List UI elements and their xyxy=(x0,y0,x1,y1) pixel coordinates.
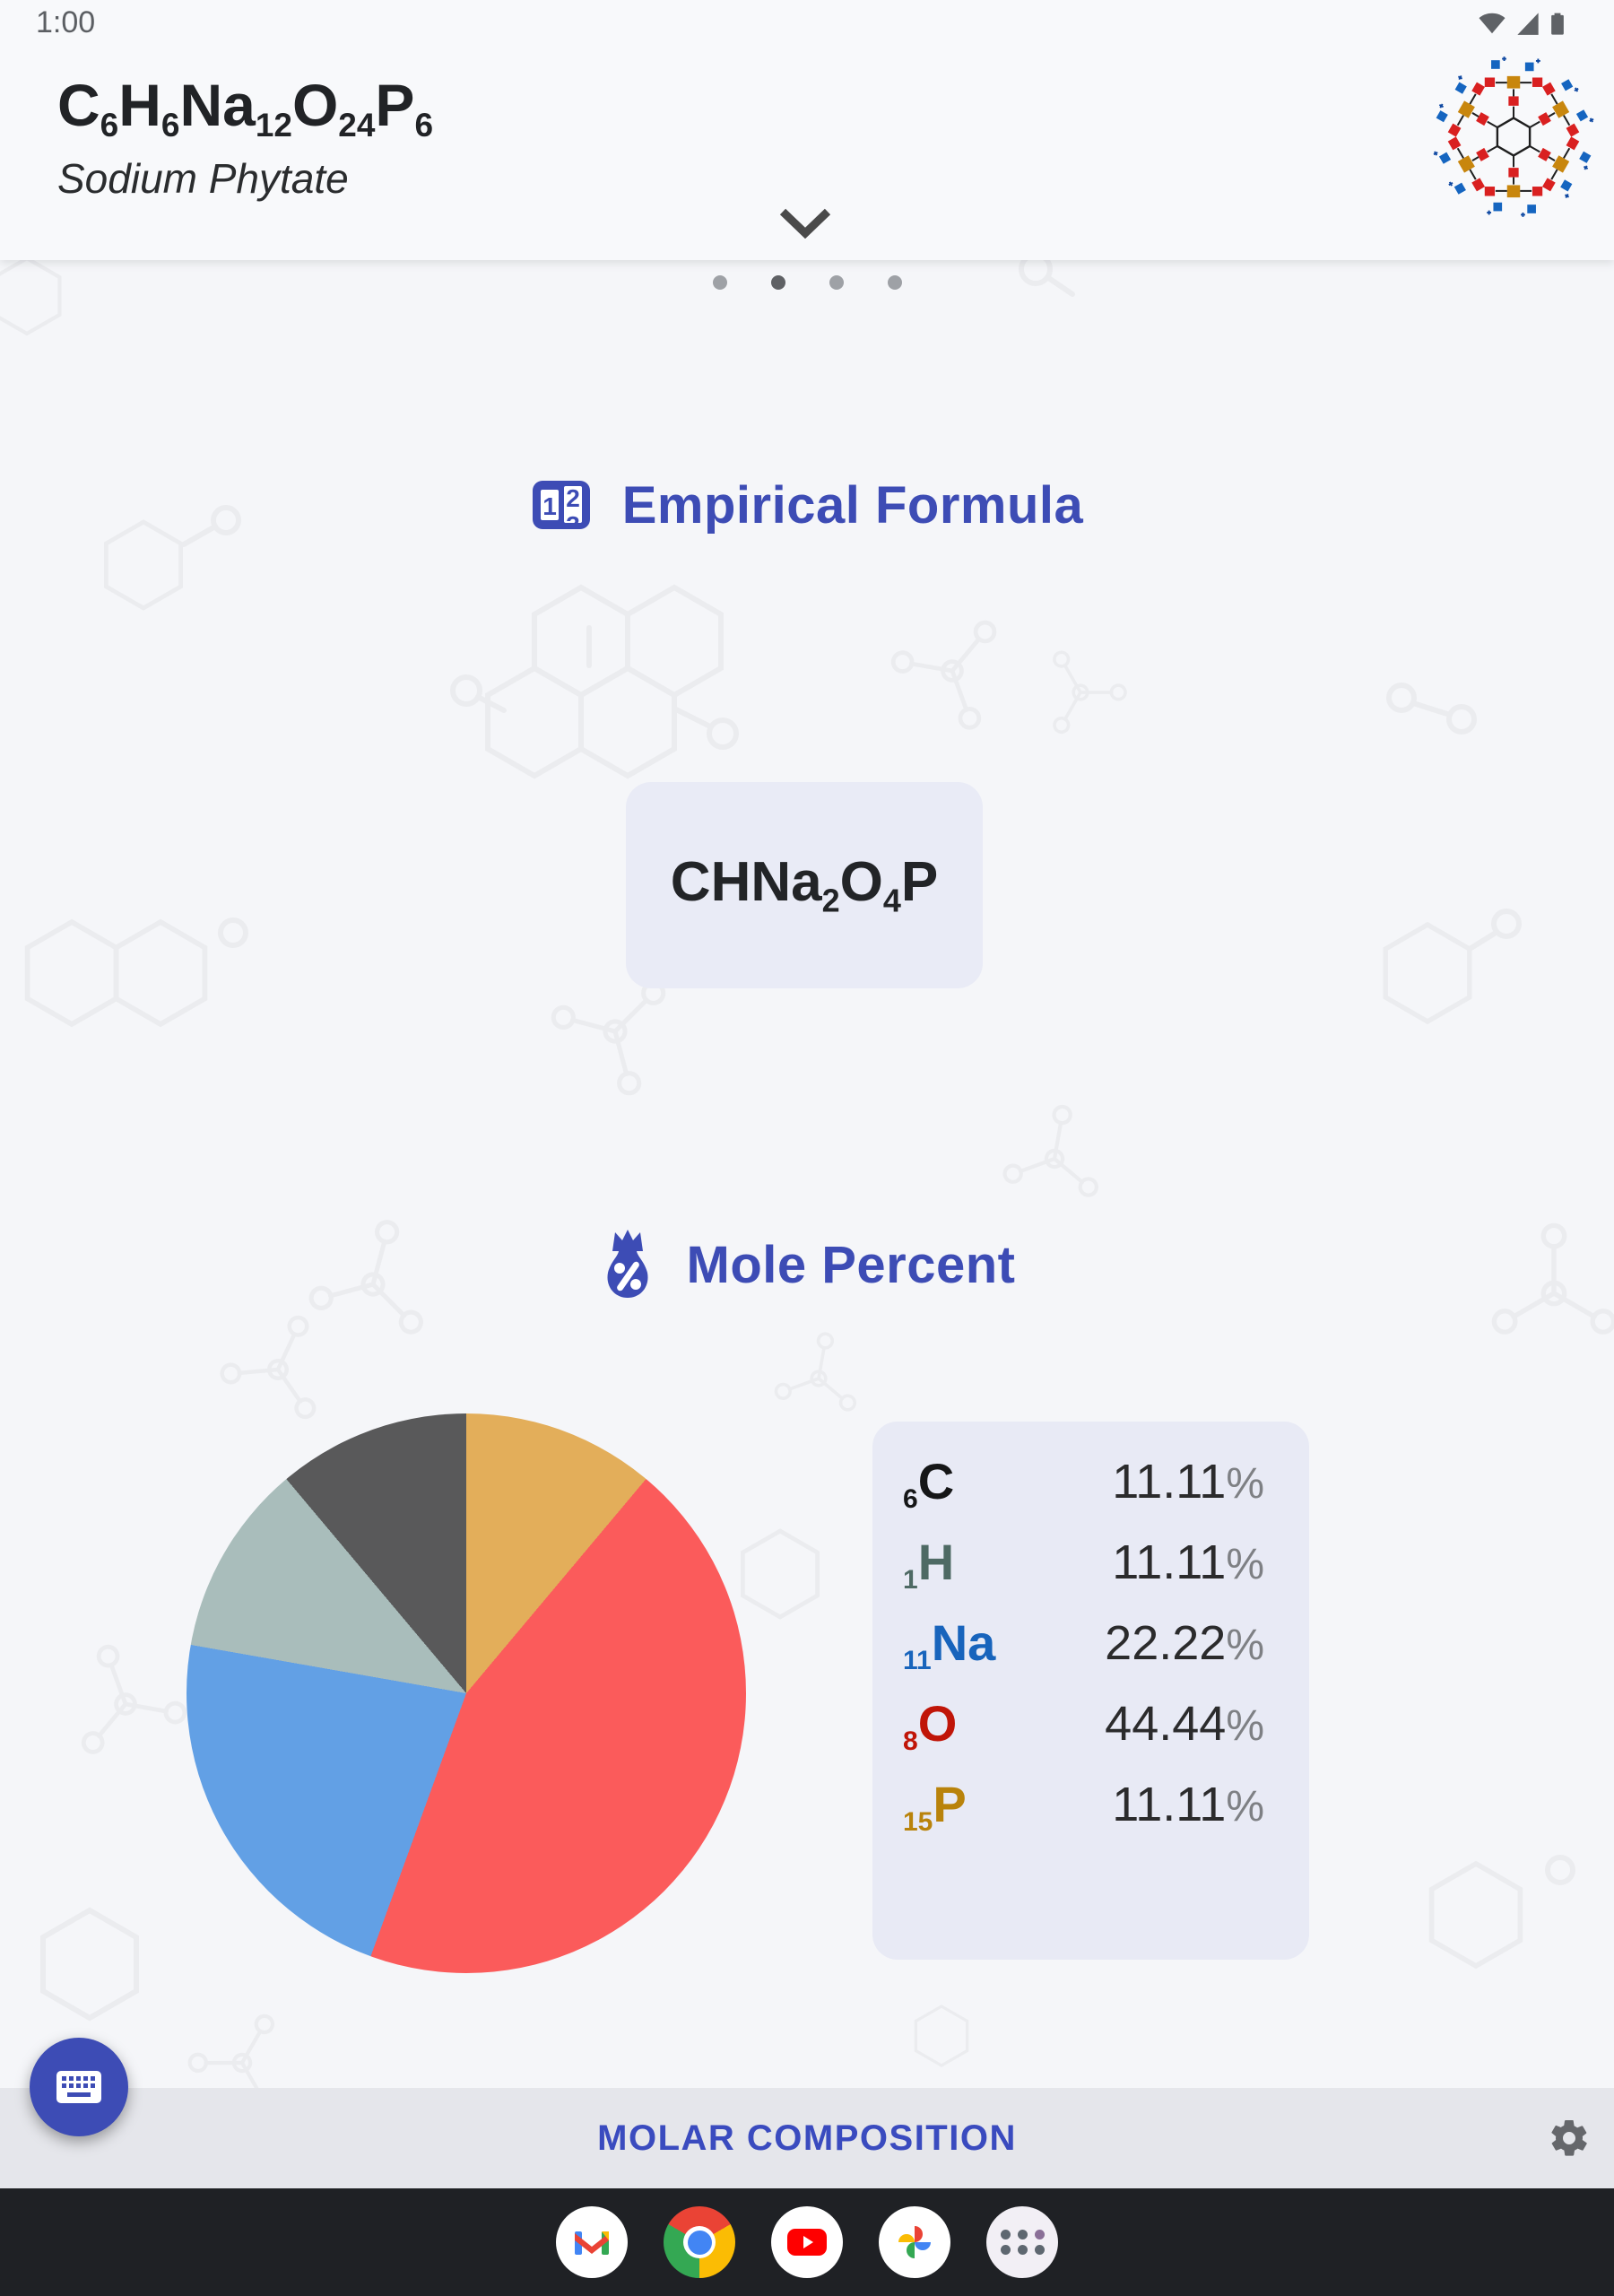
empirical-formula-heading: 1 2 3 Empirical Formula xyxy=(0,465,1614,545)
pager-dot-3[interactable] xyxy=(887,275,902,290)
chrome-app-icon[interactable] xyxy=(664,2206,735,2278)
legend-row-Na: 11 Na 22.22% xyxy=(903,1614,1264,1675)
formula-segment: O24 xyxy=(291,72,376,144)
formula-segment: P6 xyxy=(375,72,433,144)
cellular-signal-icon xyxy=(1517,13,1539,35)
status-time: 1:00 xyxy=(36,5,96,39)
compound-header: C6H6Na12O24P6 Sodium Phytate xyxy=(0,0,1614,260)
formula-segment: C6 xyxy=(57,72,119,144)
youtube-app-icon[interactable] xyxy=(771,2206,843,2278)
formula-segment: H6 xyxy=(118,72,180,144)
gear-icon[interactable] xyxy=(1548,2117,1591,2160)
formula-segment: Na12 xyxy=(179,72,292,144)
empirical-formula-card: CHNa2O4P xyxy=(626,782,983,988)
legend-row-P: 15 P 11.11% xyxy=(903,1776,1264,1837)
compound-formula: C6H6Na12O24P6 xyxy=(57,75,433,143)
keyboard-fab-button[interactable] xyxy=(30,2038,128,2136)
percent-bag-icon xyxy=(607,1230,647,1298)
app-drawer-icon[interactable] xyxy=(986,2206,1058,2278)
app-dock xyxy=(0,2188,1614,2296)
empirical-formula-value: CHNa2O4P xyxy=(670,851,939,919)
section-title-empirical: Empirical Formula xyxy=(621,475,1084,535)
gmail-app-icon[interactable] xyxy=(556,2206,628,2278)
molecule-structure-image xyxy=(1428,56,1599,218)
battery-icon xyxy=(1551,13,1564,35)
counter-123-icon: 1 2 3 xyxy=(532,481,590,533)
pager-dot-2[interactable] xyxy=(829,275,844,290)
svg-text:1: 1 xyxy=(542,492,557,520)
chrome-icon-center xyxy=(683,2226,716,2258)
chevron-down-icon[interactable] xyxy=(778,208,832,239)
bottom-tab-bar: MOLAR COMPOSITION xyxy=(0,2088,1614,2188)
tab-molar-composition[interactable]: MOLAR COMPOSITION xyxy=(597,2118,1017,2158)
mole-percent-heading: Mole Percent xyxy=(0,1222,1614,1308)
pager-dot-0[interactable] xyxy=(712,275,727,290)
svg-text:3: 3 xyxy=(566,511,580,533)
svg-text:2: 2 xyxy=(566,484,580,512)
wifi-icon xyxy=(1479,13,1506,34)
pie-chart xyxy=(187,1413,746,1973)
pager-dot-1[interactable] xyxy=(770,275,785,290)
compound-name: Sodium Phytate xyxy=(57,155,349,202)
google-photos-app-icon[interactable] xyxy=(879,2206,950,2278)
status-bar: 1:00 xyxy=(0,0,1614,43)
page-indicator xyxy=(0,275,1614,290)
section-title-mole: Mole Percent xyxy=(686,1235,1016,1294)
keyboard-icon xyxy=(56,2071,101,2103)
